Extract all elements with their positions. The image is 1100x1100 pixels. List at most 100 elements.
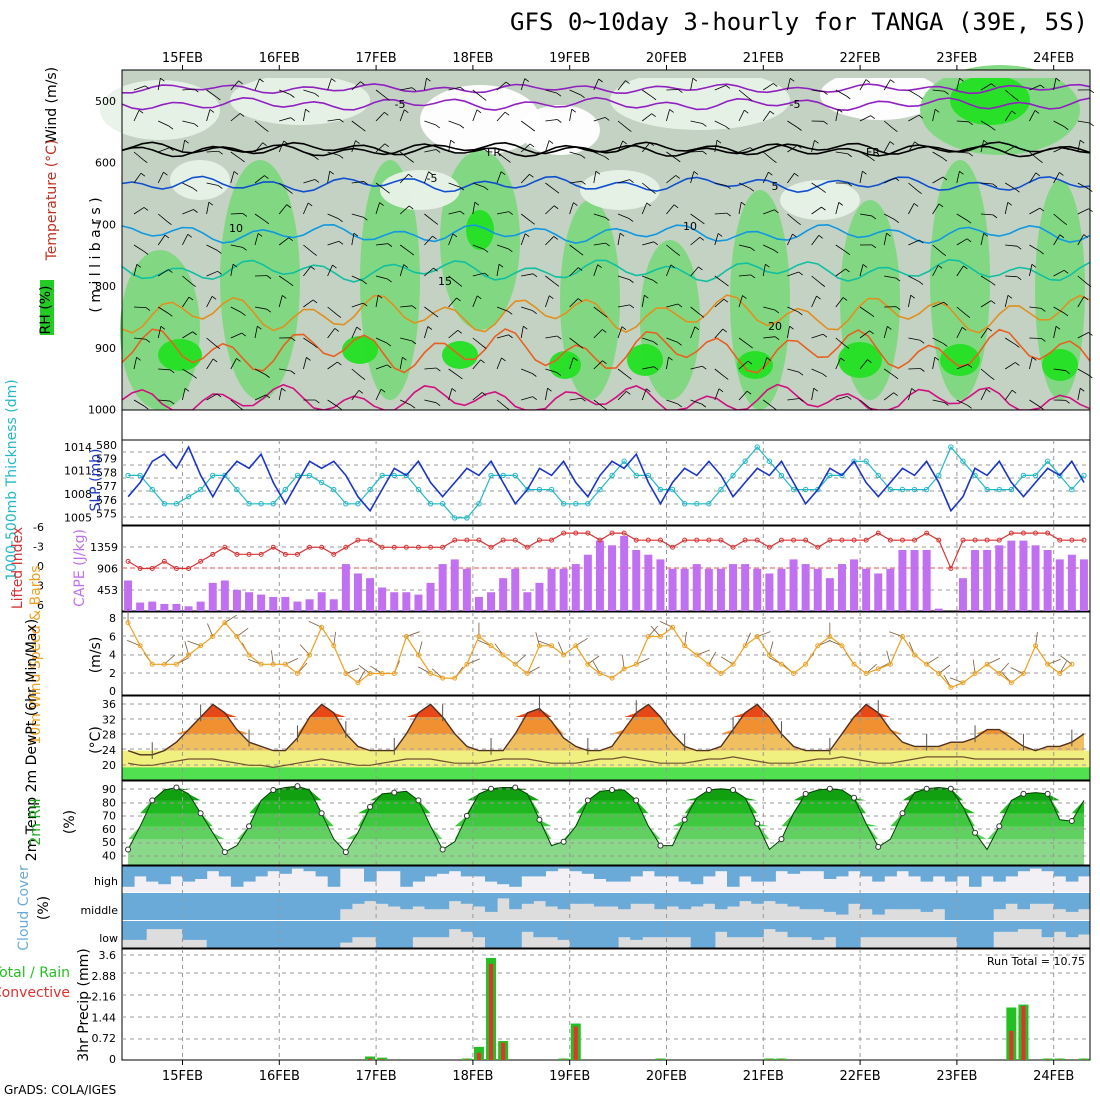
wind10-point	[415, 652, 421, 658]
wind-barb-flag	[668, 356, 673, 361]
wind-barb	[520, 143, 531, 153]
wind-barb	[811, 295, 817, 308]
lifted-index-point	[1008, 530, 1014, 536]
wind-barb-flag	[717, 233, 723, 237]
cloud-cell-high	[472, 866, 486, 877]
thickness-point	[827, 472, 833, 479]
wind-barb	[400, 399, 412, 406]
cloud-cell-high	[1017, 866, 1030, 872]
cloud-cell-low	[545, 921, 559, 938]
wind-barb	[690, 171, 695, 184]
wind-barb	[617, 120, 628, 129]
wind-barb-flag	[651, 113, 656, 117]
precip-convective-bar	[476, 1052, 481, 1060]
wind10-point	[173, 661, 179, 667]
wind-barb	[617, 275, 630, 280]
rh-region	[610, 70, 790, 130]
wind-barb	[496, 111, 506, 122]
wind-barb	[399, 151, 410, 160]
rh2m-fill-band	[128, 786, 1085, 801]
cloud-cell-middle	[206, 893, 220, 920]
lifted-index-line	[127, 532, 1084, 571]
wind-barb-flag	[1007, 294, 1013, 299]
cloud-cell-high	[460, 866, 474, 877]
cloud-cell-low	[327, 921, 341, 948]
wind-barb	[641, 388, 647, 401]
rh2m-point	[536, 816, 543, 823]
thickness-point	[984, 486, 990, 493]
wind-barb-flag	[1059, 234, 1065, 239]
wind-barb-flag	[529, 143, 535, 148]
wind-barb	[278, 237, 289, 246]
wind10-point	[645, 634, 651, 639]
isotherm-label: 5	[772, 180, 779, 193]
cloud-cell-high	[908, 866, 922, 877]
wind-barb	[254, 326, 258, 339]
isotherm-label: -5	[395, 98, 406, 111]
cloud-cell-high	[134, 866, 147, 877]
precip-total-bar	[655, 1058, 666, 1060]
rh2m-point	[197, 810, 204, 817]
wind-barb	[327, 118, 340, 122]
precip-convective-bar	[1021, 1006, 1026, 1060]
lifted-index-point	[706, 537, 712, 543]
wind-barb	[303, 337, 314, 346]
wind-barb-flag	[314, 179, 320, 183]
wind10-point	[899, 634, 905, 639]
precip-convective-bar	[1045, 1059, 1050, 1060]
wind-barb	[932, 203, 940, 215]
wind-barb-flag	[557, 119, 562, 123]
wind-barb	[859, 330, 870, 339]
cloud-cell-low	[835, 921, 849, 948]
precip-total-bar	[776, 1058, 787, 1060]
wind-barb	[254, 306, 267, 310]
cloud-cell-low	[509, 921, 522, 948]
wind-barb-flag	[598, 78, 603, 83]
thickness-point	[657, 486, 664, 493]
thickness-tick-label: 575	[96, 508, 117, 521]
precip-convective-bar	[658, 1059, 663, 1060]
cape-bar	[632, 550, 641, 611]
wind-barb-flag	[865, 79, 871, 83]
rh2m-axis-label: 2m RH	[28, 798, 44, 845]
wind-barb	[545, 388, 548, 401]
wind-barb-flag	[840, 357, 845, 362]
wind-barb	[956, 120, 969, 123]
lifted-index-point	[452, 537, 458, 543]
wind-barb	[884, 177, 896, 184]
cloud-cell-middle	[351, 893, 365, 904]
wind-barb-flag	[966, 219, 972, 224]
wind-barb	[787, 271, 799, 277]
wind-barb-flag	[740, 201, 746, 206]
cloud-cell-high	[835, 866, 849, 877]
wind-barb	[762, 399, 774, 408]
cloud-cell-low	[412, 921, 425, 938]
cloud-cell-low	[739, 921, 752, 938]
wind-barb	[593, 117, 606, 122]
wind-barb-flag	[474, 201, 480, 206]
date-label-bottom: 17FEB	[356, 1069, 397, 1084]
cloud-cell-low	[472, 921, 486, 938]
wind-barb-flag	[264, 175, 269, 179]
wind-barb	[1004, 145, 1016, 153]
cloud-cell-middle	[678, 893, 692, 910]
wind10-point	[621, 666, 627, 672]
lifted-index-point	[355, 537, 361, 543]
wind-barb-flag	[991, 83, 996, 88]
cape-bar	[583, 554, 592, 611]
cape-bar	[692, 564, 701, 611]
wind-barb	[133, 109, 140, 122]
precip-total-bar	[764, 1058, 775, 1060]
wind-barb-flag	[869, 313, 875, 318]
cloud-cell-low	[1065, 921, 1079, 938]
wind-barb	[521, 273, 534, 277]
wind-barb-flag	[314, 156, 319, 160]
cape-bar	[523, 592, 532, 611]
wind-barb-flag	[959, 170, 964, 175]
wind-barb-flag	[212, 358, 218, 363]
wind-barb-flag	[944, 402, 949, 406]
wind10-point	[149, 661, 155, 667]
cape-bar	[958, 578, 967, 611]
isotherm-label: 10	[229, 222, 243, 235]
wind-barb-flag	[385, 97, 390, 101]
